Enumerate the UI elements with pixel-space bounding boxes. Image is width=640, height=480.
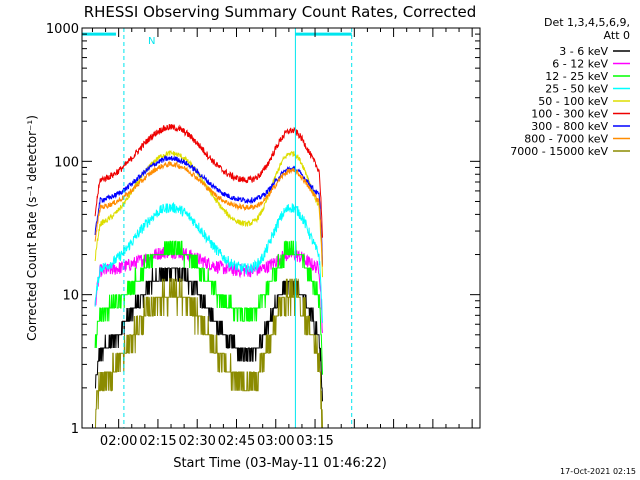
x-tick-label: 02:30: [178, 434, 215, 449]
x-axis-label: Start Time (03-May-11 01:46:22): [173, 456, 387, 471]
legend-label-4: 50 - 100 keV: [538, 95, 608, 108]
series-line-8: [95, 278, 323, 429]
series-line-6: [94, 154, 323, 266]
footer-timestamp: 17-Oct-2021 02:15: [560, 467, 636, 476]
marker-lines: [81, 28, 353, 428]
attenuator-info: Att 0: [604, 29, 630, 42]
x-tick-label: 02:00: [100, 434, 137, 449]
legend-label-2: 12 - 25 keV: [545, 70, 608, 83]
y-tick-label: 100: [54, 155, 79, 170]
x-axis: 02:00 02:15 02:30 02:45 03:00 03:15: [91, 28, 473, 449]
flag-label: N: [148, 36, 155, 47]
y-tick-label: 1000: [46, 22, 79, 37]
y-tick-label: 1: [71, 422, 79, 437]
legend-label-0: 3 - 6 keV: [559, 45, 608, 58]
series-line-0: [95, 267, 323, 402]
plot-frame: [81, 27, 481, 429]
chart-title: RHESSI Observing Summary Count Rates, Co…: [84, 3, 477, 21]
x-tick-label: 03:00: [257, 434, 294, 449]
series-line-3: [94, 202, 323, 323]
x-tick-label: 02:15: [139, 434, 176, 449]
y-axis-label: Corrected Count Rate (s⁻¹ detector⁻¹): [25, 115, 39, 341]
series-curves: [94, 124, 323, 429]
x-tick-label: 02:45: [218, 434, 255, 449]
y-axis: 1 10 100 1000: [46, 22, 480, 437]
legend-label-7: 800 - 7000 keV: [524, 133, 608, 146]
legend-label-8: 7000 - 15000 keV: [510, 145, 608, 158]
series-line-2: [94, 240, 323, 375]
y-tick-label: 10: [62, 289, 79, 304]
legend-label-1: 6 - 12 keV: [552, 58, 608, 71]
legend-label-5: 100 - 300 keV: [531, 108, 608, 121]
series-line-5: [94, 124, 323, 238]
legend-label-6: 300 - 800 keV: [531, 120, 608, 133]
legend-label-3: 25 - 50 keV: [545, 83, 608, 96]
series-line-7: [94, 160, 323, 267]
detector-info: Det 1,3,4,5,6,9,: [544, 16, 630, 29]
x-tick-label: 03:15: [296, 434, 333, 449]
